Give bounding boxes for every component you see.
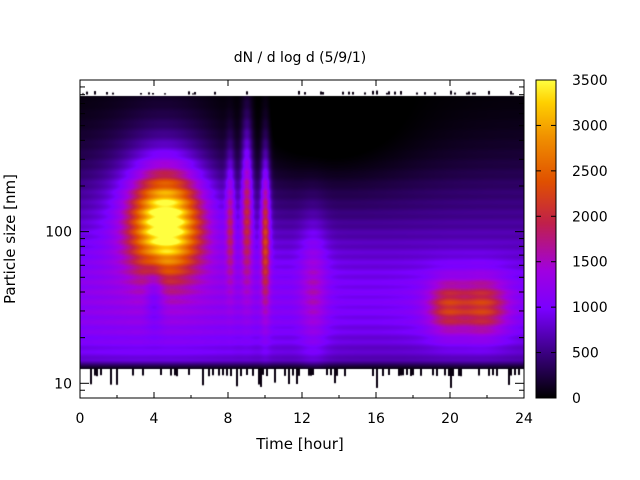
- colorbar-tick-label: 0: [572, 391, 581, 407]
- y-axis: 10 100: [45, 86, 524, 399]
- x-tick-label: 8: [224, 411, 233, 427]
- colorbar-tick-label: 2000: [572, 209, 608, 225]
- colorbar-tick-label: 1500: [572, 255, 608, 271]
- x-tick-label: 0: [76, 411, 85, 427]
- colorbar-tick-label: 1000: [572, 300, 608, 316]
- colorbar-ticks: 0 500 1000 1500 2000 2500 3000 3500: [536, 73, 608, 407]
- x-axis: 0 4 8 12 16 20 24: [76, 80, 533, 427]
- y-tick-label: 10: [54, 376, 72, 392]
- x-tick-label: 20: [441, 411, 459, 427]
- x-axis-label: Time [hour]: [255, 435, 344, 453]
- x-tick-label: 12: [293, 411, 311, 427]
- x-tick-label: 16: [367, 411, 385, 427]
- colorbar-tick-label: 500: [572, 346, 599, 362]
- x-tick-label: 4: [150, 411, 159, 427]
- colorbar: 0 500 1000 1500 2000 2500 3000 3500: [535, 73, 608, 407]
- y-tick-label: 100: [45, 225, 72, 241]
- colorbar-tick-label: 3000: [572, 118, 608, 134]
- y-axis-label: Particle size [nm]: [1, 174, 19, 304]
- chart-title: dN / d log d (5/9/1): [234, 50, 367, 66]
- colorbar-gradient: [535, 79, 557, 399]
- x-tick-label: 24: [515, 411, 533, 427]
- heatmap-canvas: [80, 80, 524, 398]
- colorbar-tick-label: 2500: [572, 164, 608, 180]
- plot-area: [79, 79, 525, 399]
- colorbar-tick-label: 3500: [572, 73, 608, 89]
